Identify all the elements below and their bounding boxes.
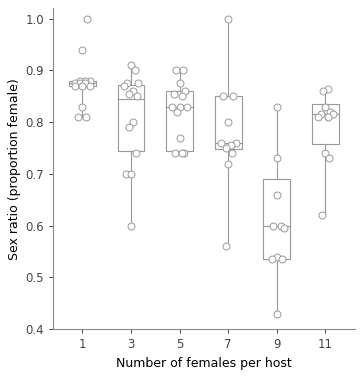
Bar <box>215 96 242 149</box>
Bar <box>312 104 339 144</box>
Bar <box>264 179 290 259</box>
Bar <box>166 91 193 150</box>
Bar <box>69 81 96 86</box>
X-axis label: Number of females per host: Number of females per host <box>116 357 292 370</box>
Bar <box>118 85 144 150</box>
Y-axis label: Sex ratio (proportion female): Sex ratio (proportion female) <box>8 78 21 260</box>
